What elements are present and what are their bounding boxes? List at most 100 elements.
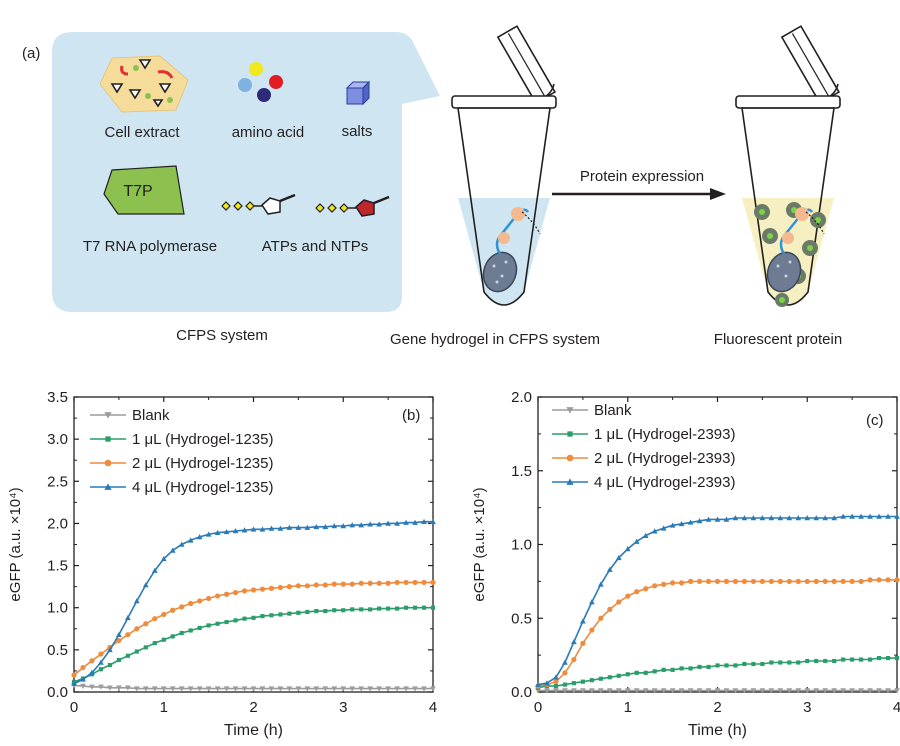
data-point	[741, 688, 748, 694]
data-point	[885, 688, 891, 694]
data-point	[349, 581, 355, 587]
data-point	[688, 666, 693, 671]
data-point	[661, 667, 666, 672]
data-point	[241, 686, 248, 692]
data-point	[104, 483, 112, 490]
data-point	[322, 582, 328, 588]
x-tick-label: 0	[70, 699, 78, 716]
data-point	[178, 541, 185, 547]
data-point	[733, 663, 738, 668]
data-point	[277, 686, 284, 692]
data-point	[251, 615, 256, 620]
data-point	[403, 579, 409, 586]
data-point	[421, 605, 427, 610]
y-tick-label: 0.0	[511, 684, 532, 701]
gene-hydrogel-caption: Gene hydrogel in CFPS system	[390, 331, 600, 348]
data-point	[340, 686, 347, 692]
x-tick-label: 3	[803, 699, 811, 716]
cfps-system-caption: CFPS system	[176, 327, 268, 344]
x-axis-label: Time (h)	[688, 722, 747, 739]
data-point	[215, 621, 220, 626]
data-point	[104, 459, 112, 467]
data-point	[295, 583, 301, 589]
protein-expression-label: Protein expression	[580, 168, 704, 185]
data-point	[152, 616, 158, 622]
data-point	[223, 591, 230, 597]
data-point	[750, 578, 757, 584]
data-point	[331, 686, 338, 692]
data-point	[367, 521, 374, 527]
data-point	[849, 513, 855, 519]
data-point	[331, 523, 338, 529]
data-point	[813, 515, 820, 521]
data-point	[885, 655, 891, 661]
series-1	[535, 655, 900, 690]
data-point	[894, 513, 900, 519]
data-point	[858, 578, 864, 584]
tube-lid-icon	[496, 25, 557, 105]
data-point	[678, 688, 685, 694]
data-point	[142, 582, 149, 588]
legend-label: 1 μL (Hydrogel-2393)	[594, 426, 736, 443]
data-point	[358, 580, 364, 586]
data-point	[571, 638, 577, 645]
data-point	[278, 612, 283, 617]
data-point	[616, 673, 621, 678]
data-point	[340, 523, 347, 529]
data-point	[876, 655, 882, 661]
series-line	[537, 579, 897, 687]
data-point	[323, 609, 328, 614]
x-tick-label: 1	[624, 699, 632, 716]
data-point	[430, 518, 436, 525]
series-1	[71, 605, 436, 684]
data-point	[367, 580, 373, 586]
data-point	[760, 661, 765, 667]
data-point	[188, 600, 194, 607]
data-point	[187, 686, 194, 692]
data-point	[840, 688, 847, 694]
data-point	[571, 688, 577, 694]
data-point	[395, 606, 400, 611]
data-point	[652, 669, 657, 674]
data-point	[705, 578, 712, 584]
data-point	[250, 587, 257, 593]
data-point	[750, 688, 757, 694]
data-point	[421, 518, 427, 525]
data-point	[124, 685, 131, 691]
data-point	[714, 688, 721, 694]
data-point	[259, 586, 266, 592]
data-point	[341, 608, 346, 613]
data-point	[169, 547, 176, 553]
data-point	[822, 688, 829, 694]
data-point	[403, 686, 409, 692]
data-point	[580, 618, 586, 624]
data-point	[566, 454, 574, 462]
data-point	[562, 682, 568, 687]
data-point	[723, 516, 730, 522]
data-point	[588, 688, 595, 694]
data-point	[778, 660, 783, 665]
data-point	[313, 523, 320, 530]
data-point	[894, 577, 900, 583]
data-point	[598, 676, 603, 681]
data-point	[841, 657, 846, 662]
data-point	[160, 555, 167, 562]
data-point	[430, 579, 436, 586]
data-point	[840, 513, 847, 519]
data-point	[358, 686, 365, 692]
t7-polymerase-icon: T7P	[103, 165, 185, 215]
data-point	[268, 585, 275, 591]
data-point	[670, 580, 676, 586]
data-point	[277, 525, 284, 531]
data-point	[286, 524, 293, 530]
data-point	[831, 515, 838, 521]
data-point	[214, 686, 221, 692]
data-point	[107, 685, 113, 691]
data-point	[732, 578, 739, 584]
data-point	[696, 518, 703, 524]
data-point	[553, 684, 559, 689]
data-point	[242, 616, 247, 621]
data-point	[633, 538, 640, 544]
y-tick-label: 0.0	[47, 684, 68, 701]
data-point	[805, 658, 810, 664]
